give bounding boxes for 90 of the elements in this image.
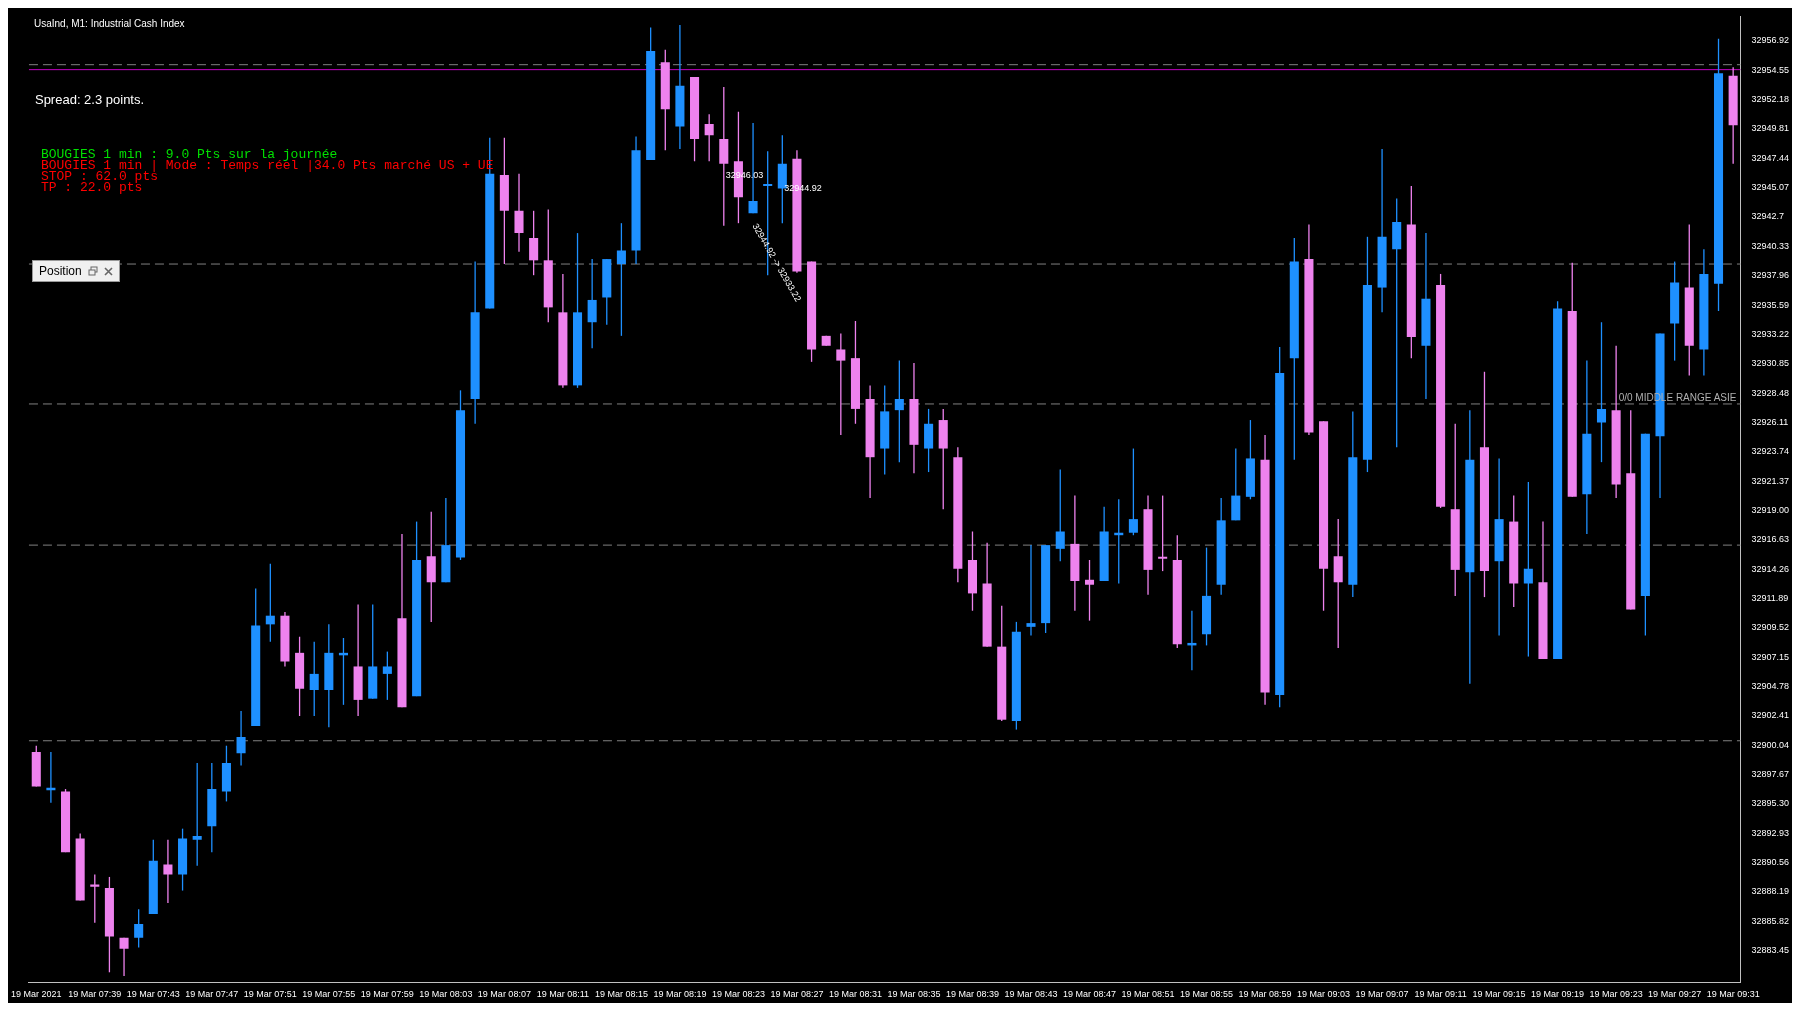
y-tick-label: 32907.15: [1751, 651, 1790, 662]
x-tick-label: 19 Mar 08:15: [594, 989, 648, 1000]
x-tick-label: 19 Mar 08:55: [1180, 989, 1234, 1000]
candlestick: [1392, 197, 1402, 448]
x-tick-label: 19 Mar 09:07: [1355, 989, 1409, 1000]
y-tick-label: 32923.74: [1751, 446, 1790, 457]
x-tick-label: 19 Mar 08:03: [419, 989, 473, 1000]
annotation: Spread: 2.3 points.: [34, 92, 145, 108]
annotation: Position: [39, 264, 82, 278]
y-tick-label: 32937.96: [1751, 270, 1790, 281]
x-tick-label: 19 Mar 08:35: [887, 989, 941, 1000]
x-tick-label: 19 Mar 09:11: [1414, 989, 1467, 1000]
y-tick-label: 32947.44: [1751, 152, 1790, 163]
x-tick-label: 19 Mar 08:11: [536, 989, 590, 1000]
candlestick: [119, 936, 129, 977]
candlestick: [192, 762, 202, 867]
x-tick-label: 19 Mar 07:55: [302, 989, 356, 1000]
y-tick-label: 32933.22: [1751, 328, 1790, 339]
y-tick-label: 32949.81: [1751, 123, 1790, 134]
candlestick: [1026, 544, 1036, 637]
y-tick-label: 32919.00: [1751, 504, 1790, 515]
y-tick-label: 32883.45: [1751, 945, 1790, 956]
chart-title: UsaInd, M1: Industrial Cash Index: [33, 18, 185, 30]
y-tick-label: 32888.19: [1751, 886, 1790, 897]
x-tick-label: 19 Mar 09:27: [1648, 989, 1702, 1000]
x-tick-label: 19 Mar 08:23: [711, 989, 765, 1000]
y-tick-label: 32921.37: [1751, 475, 1790, 486]
candlestick: [90, 873, 100, 924]
y-tick-label: 32926.11: [1751, 416, 1789, 427]
x-tick-label: 19 Mar 09:15: [1472, 989, 1526, 1000]
y-tick-label: 32916.63: [1751, 534, 1790, 545]
x-tick-label: 19 Mar 2021: [11, 989, 62, 1000]
y-tick-label: 32897.67: [1751, 769, 1790, 780]
candlestick: [1128, 447, 1138, 536]
y-tick-label: 32890.56: [1751, 857, 1790, 868]
candlestick: [836, 332, 846, 436]
y-tick-label: 32954.55: [1751, 64, 1790, 75]
candlestick: [382, 650, 392, 701]
y-tick-label: 32928.48: [1751, 387, 1790, 398]
x-tick-label: 19 Mar 09:19: [1531, 989, 1585, 1000]
candlestick: [529, 210, 539, 276]
x-tick-label: 19 Mar 09:03: [1297, 989, 1351, 1000]
x-tick-label: 19 Mar 08:51: [1121, 989, 1175, 1000]
y-tick-label: 32909.52: [1751, 622, 1790, 633]
y-tick-label: 32904.78: [1751, 681, 1790, 691]
position-panel: Position: [32, 260, 120, 282]
x-tick-label: 19 Mar 07:43: [126, 989, 180, 1000]
candlestick: [1596, 321, 1607, 463]
x-tick-label: 19 Mar 08:31: [828, 989, 882, 1000]
y-tick-label: 32945.07: [1751, 182, 1790, 193]
x-tick-label: 19 Mar 07:47: [185, 989, 239, 1000]
x-tick-label: 19 Mar 08:07: [477, 989, 531, 1000]
y-tick-label: 32911.89: [1751, 592, 1789, 603]
y-tick-label: 32952.18: [1751, 94, 1790, 105]
candlestick: [265, 563, 275, 643]
candlestick: [1055, 468, 1065, 562]
x-tick-label: 19 Mar 08:19: [653, 989, 707, 1000]
candlestick: [1084, 559, 1095, 622]
candlestick: [1523, 481, 1533, 658]
y-tick-label: 32942.7: [1751, 211, 1785, 222]
candlestick: [1158, 494, 1168, 572]
x-tick-label: 19 Mar 07:51: [243, 989, 297, 1000]
x-tick-label: 19 Mar 09:23: [1589, 989, 1643, 1000]
x-tick-label: 19 Mar 07:59: [360, 989, 414, 1000]
y-tick-label: 32930.85: [1751, 358, 1790, 369]
y-tick-label: 32940.33: [1751, 240, 1790, 251]
candlestick: [514, 173, 524, 253]
y-tick-label: 32900.04: [1751, 739, 1790, 750]
candlestick: [163, 839, 173, 904]
candlestick: [616, 222, 626, 337]
y-tick-label: 32914.26: [1751, 563, 1790, 574]
y-tick-label: 32935.59: [1751, 299, 1790, 310]
x-tick-label: 19 Mar 09:31: [1706, 989, 1760, 1000]
candlestick: [704, 113, 714, 162]
y-tick-label: 32892.93: [1751, 827, 1790, 838]
y-tick-label: 32895.30: [1751, 798, 1790, 809]
y-tick-label: 32885.82: [1751, 915, 1790, 926]
x-tick-label: 19 Mar 08:27: [770, 989, 824, 1000]
x-tick-label: 19 Mar 07:39: [68, 989, 122, 1000]
candlestick: [134, 908, 144, 949]
candlestick: [587, 258, 597, 349]
x-tick-label: 19 Mar 08:39: [945, 989, 999, 1000]
candlestick: [894, 359, 904, 463]
x-tick-label: 19 Mar 08:47: [1062, 989, 1117, 1000]
y-tick-label: 32956.92: [1751, 35, 1790, 46]
candlestick: [236, 710, 246, 767]
y-tick-label: 32902.41: [1751, 710, 1790, 721]
x-tick-label: 19 Mar 08:59: [1238, 989, 1292, 1000]
x-tick-label: 19 Mar 08:43: [1004, 989, 1058, 1000]
candlestick: [309, 641, 319, 717]
